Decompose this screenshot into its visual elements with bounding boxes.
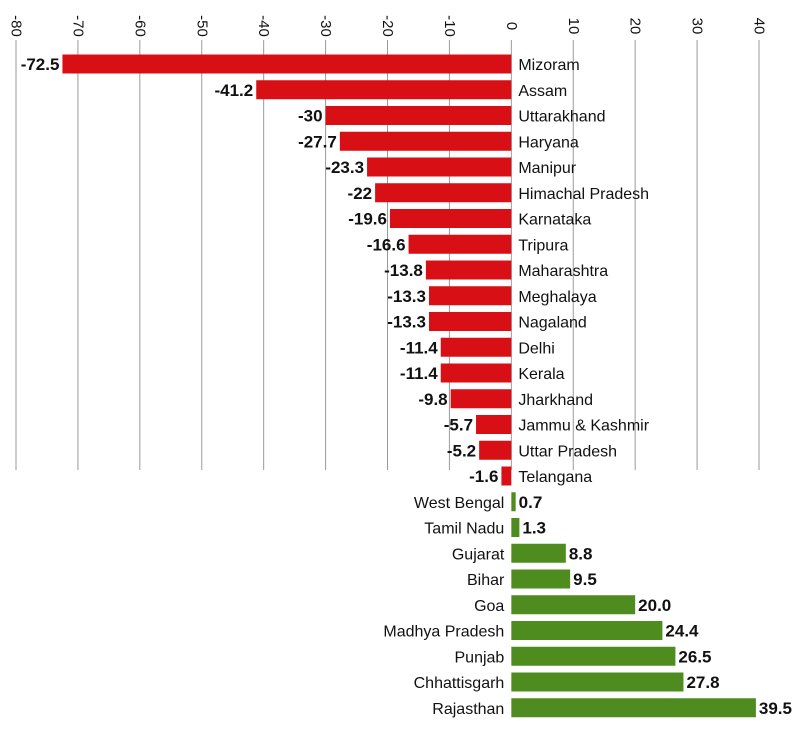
x-tick-label: 40 [751, 18, 768, 35]
value-label: -5.7 [444, 416, 473, 435]
bar [256, 80, 512, 100]
bar [511, 518, 520, 537]
x-tick-label: 10 [565, 18, 582, 35]
x-tick-label: -60 [131, 15, 148, 37]
value-label: 20.0 [638, 596, 671, 615]
category-label: Assam [518, 83, 567, 100]
value-label: 39.5 [759, 699, 792, 718]
value-label: 27.8 [686, 673, 719, 692]
x-tick-label: -40 [255, 15, 272, 37]
x-tick-label: -30 [317, 15, 334, 37]
value-label: 24.4 [665, 622, 699, 641]
category-label: Mizoram [518, 57, 579, 74]
bar [511, 672, 684, 692]
value-label: 9.5 [573, 570, 597, 589]
bar [511, 492, 516, 512]
bar [479, 440, 512, 460]
category-label: Jammu & Kashmir [518, 418, 649, 435]
category-label: Gujarat [452, 546, 505, 563]
x-tick-label: 20 [627, 18, 644, 35]
bar [511, 698, 756, 718]
value-label: -9.8 [418, 390, 447, 409]
value-label: -11.4 [400, 364, 438, 383]
category-label: Rajasthan [432, 701, 504, 718]
category-label: Madhya Pradesh [383, 624, 504, 641]
bar [511, 543, 566, 563]
bar [389, 209, 512, 228]
x-tick-label: -70 [69, 15, 86, 37]
value-label: -72.5 [21, 55, 60, 74]
value-label: -22 [348, 184, 373, 203]
category-label: Telangana [518, 469, 592, 486]
value-label: 0.7 [519, 493, 543, 512]
value-label: -30 [298, 107, 323, 126]
value-label: 26.5 [678, 647, 711, 666]
value-label: -13.3 [387, 313, 426, 332]
bar [511, 569, 571, 589]
value-label: -13.3 [387, 287, 426, 306]
category-label: Tripura [518, 237, 568, 254]
category-label: Meghalaya [518, 289, 596, 306]
bar [440, 337, 512, 357]
category-label: Bihar [467, 572, 505, 589]
bar [62, 54, 512, 74]
grid-lines [15, 40, 760, 470]
category-label: Delhi [518, 340, 554, 357]
value-label: -11.4 [400, 338, 438, 357]
bar [511, 646, 676, 666]
value-label: -19.6 [348, 210, 387, 229]
value-label: -1.6 [469, 467, 498, 486]
x-tick-label: 0 [503, 22, 520, 30]
category-label: West Bengal [414, 495, 504, 512]
x-tick-label: -20 [379, 15, 396, 37]
bar [440, 363, 512, 383]
value-label: -13.8 [384, 261, 423, 280]
category-label: Uttar Pradesh [518, 443, 617, 460]
value-label: -41.2 [214, 81, 253, 100]
bar [367, 157, 512, 177]
category-label: Tamil Nadu [424, 521, 504, 538]
bar [408, 234, 512, 254]
category-label: Nagaland [518, 315, 587, 332]
category-label: Jharkhand [518, 392, 593, 409]
category-label: Kerala [518, 366, 564, 383]
category-label: Uttarakhand [518, 109, 605, 126]
bar [339, 131, 512, 151]
category-label: Himachal Pradesh [518, 186, 649, 203]
category-label: Goa [474, 598, 504, 615]
bar [325, 106, 512, 125]
bars [62, 54, 756, 718]
value-label: -23.3 [325, 158, 364, 177]
bar [450, 389, 512, 409]
bar [501, 466, 512, 486]
category-label: Chhattisgarh [414, 675, 505, 692]
x-tick-label: 30 [689, 18, 706, 35]
bar [511, 621, 663, 640]
bar [425, 260, 512, 280]
bar [428, 312, 512, 331]
value-label: 8.8 [569, 544, 593, 563]
value-label: -16.6 [367, 235, 406, 254]
category-label: Manipur [518, 160, 576, 177]
value-label: 1.3 [522, 519, 546, 538]
bar [375, 183, 512, 203]
value-label: -5.2 [447, 441, 476, 460]
bar [428, 286, 512, 306]
x-axis-tick-labels: -80 -70 -60 -50 -40 -30 -20 -10 0 10 20 30 40 [8, 15, 768, 37]
bar [511, 595, 636, 615]
value-label: -27.7 [298, 132, 337, 151]
category-label: Karnataka [518, 212, 591, 229]
x-tick-label: -80 [8, 15, 25, 37]
category-label: Punjab [455, 649, 505, 666]
x-tick-label: -50 [193, 15, 210, 37]
x-tick-label: -10 [441, 15, 458, 37]
category-label: Haryana [518, 134, 579, 151]
category-label: Maharashtra [518, 263, 608, 280]
bar [476, 415, 512, 434]
bar-labels: Mizoram -72.5 Assam -41.2 Uttarakhand -30 Hary… [21, 55, 792, 718]
